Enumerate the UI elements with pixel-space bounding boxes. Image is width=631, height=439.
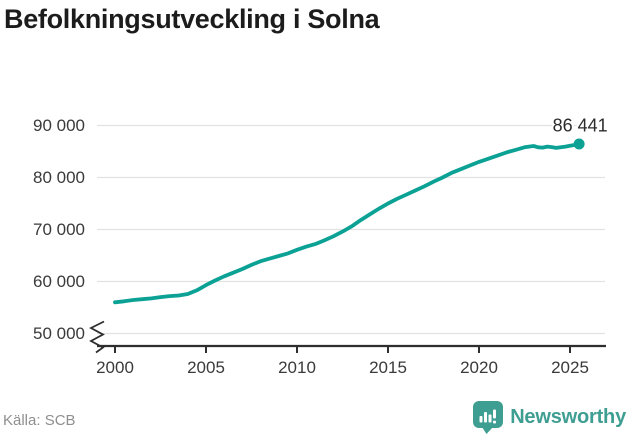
x-tick-label: 2010 xyxy=(278,358,316,377)
newsworthy-wordmark: Newsworthy xyxy=(510,406,626,428)
x-tick-label: 2015 xyxy=(369,358,407,377)
y-tick-label: 70 000 xyxy=(33,220,85,239)
newsworthy-logo[interactable]: Newsworthy xyxy=(473,401,626,434)
axis-break-mark xyxy=(89,320,105,354)
y-tick-label: 90 000 xyxy=(33,116,85,135)
y-tick-label: 50 000 xyxy=(33,324,85,343)
source-note: Källa: SCB xyxy=(3,412,76,429)
page-title: Befolkningsutveckling i Solna xyxy=(4,4,380,34)
y-tick-label: 60 000 xyxy=(33,272,85,291)
last-value-dot xyxy=(573,138,585,150)
last-value-label: 86 441 xyxy=(553,116,608,136)
x-tick-label: 2005 xyxy=(187,358,225,377)
population-line-chart: 50 000 60 000 70 000 80 000 90 000 2000 2005 20… xyxy=(33,114,610,378)
newsworthy-bubble-chart-icon xyxy=(473,401,504,434)
x-tick-label: 2025 xyxy=(551,358,589,377)
y-tick-label: 80 000 xyxy=(33,168,85,187)
x-tick-label: 2020 xyxy=(460,358,498,377)
x-tick-label: 2000 xyxy=(96,358,134,377)
population-line xyxy=(113,142,581,305)
